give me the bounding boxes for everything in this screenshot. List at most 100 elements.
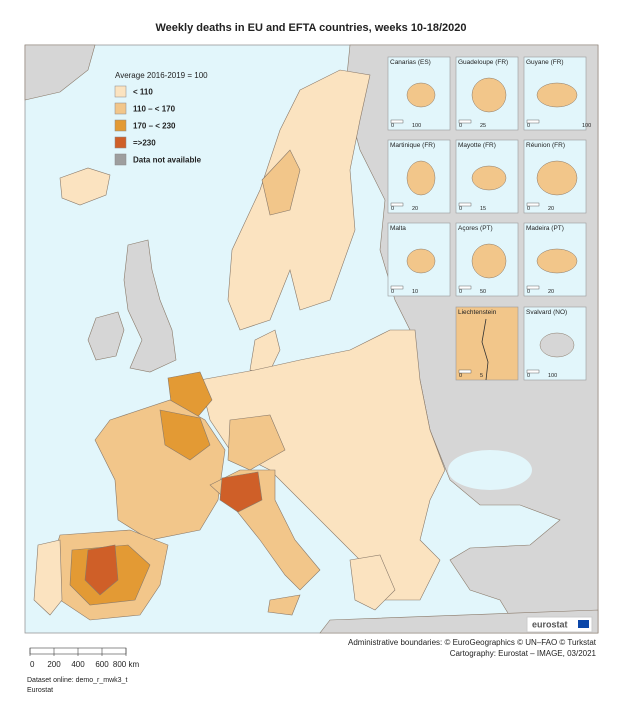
- great-britain: [123, 239, 177, 373]
- boundaries-credit: Administrative boundaries: © EuroGeograp…: [348, 638, 597, 647]
- inset-land: [536, 82, 578, 108]
- inset: Guadeloupe (FR) 0 25: [455, 56, 519, 131]
- inset-scale-label: 0: [391, 289, 394, 295]
- scale-label: 600: [95, 660, 109, 669]
- eu-flag: [578, 620, 589, 628]
- legend-swatch: [114, 119, 127, 132]
- legend: Average 2016-2019 = 100 < 110 110 – < 170…: [114, 71, 208, 166]
- inset-scale-label: 50: [480, 289, 486, 295]
- inset-scale-label: 0: [527, 289, 530, 295]
- inset-name: Canarias (ES): [390, 59, 431, 66]
- greece: [349, 554, 396, 611]
- inset-land: [536, 248, 578, 274]
- inset: Liechtenstein 0 5: [455, 306, 519, 381]
- inset-name: Malta: [390, 225, 406, 232]
- inset-scale: [526, 285, 540, 290]
- inset-name: Mayotte (FR): [458, 142, 496, 149]
- legend-swatch: [114, 153, 127, 166]
- greenland: [24, 44, 96, 101]
- inset: Canarias (ES) 0 100: [387, 56, 451, 131]
- inset-scale: [526, 202, 540, 207]
- inset: Mayotte (FR) 0 15: [455, 139, 519, 214]
- inset: Martinique (FR) 0 20: [387, 139, 451, 214]
- inset: Svalvard (NO) 0 100: [523, 306, 587, 381]
- inset-land: [406, 82, 436, 108]
- inset-scale: [458, 285, 472, 290]
- sweden-north: [261, 149, 301, 216]
- logo: eurostat: [532, 620, 568, 630]
- sicily: [267, 594, 301, 616]
- map-title: Weekly deaths in EU and EFTA countries, …: [156, 22, 467, 34]
- france-northeast: [159, 409, 211, 461]
- inset-scale-label: 5: [480, 373, 483, 379]
- inset-scale-label: 0: [459, 123, 462, 129]
- inset-land: [536, 160, 578, 196]
- legend-label: Data not available: [133, 156, 202, 165]
- inset: Réunion (FR) 0 20: [523, 139, 587, 214]
- inset-name: Réunion (FR): [526, 142, 565, 149]
- inset-scale-label: 20: [548, 206, 554, 212]
- scandinavia: [227, 69, 371, 331]
- inset-name: Liechtenstein: [458, 309, 497, 316]
- source-note: Eurostat: [27, 687, 53, 694]
- inset-scale: [458, 369, 472, 374]
- inset-name: Svalvard (NO): [526, 309, 567, 316]
- inset-frame: [523, 306, 587, 381]
- inset-scale-label: 20: [548, 289, 554, 295]
- inset: Guyane (FR) 0 100: [523, 56, 591, 131]
- legend-swatch: [114, 136, 127, 149]
- inset-scale: [458, 202, 472, 207]
- legend-title: Average 2016-2019 = 100: [115, 71, 208, 80]
- scale-label: 0: [30, 660, 35, 669]
- scale-label: 400: [71, 660, 85, 669]
- inset-scale-label: 10: [412, 289, 418, 295]
- scale-bar: 0 200 400 600 800 km: [29, 647, 140, 669]
- italy-north: [219, 471, 263, 513]
- central-eastern-europe: [199, 329, 446, 601]
- inset-scale-label: 0: [527, 373, 530, 379]
- inset: Madeira (PT) 0 20: [523, 222, 587, 297]
- inset-scale: [526, 119, 540, 124]
- iceland: [59, 167, 111, 206]
- inset-land: [406, 160, 436, 196]
- inset-scale: [526, 369, 540, 374]
- inset-scale-label: 0: [527, 206, 530, 212]
- inset: Malta 0 10: [387, 222, 451, 297]
- inset-scale-label: 0: [527, 123, 530, 129]
- inset-scale: [390, 119, 404, 124]
- scale-label: 800 km: [113, 660, 140, 669]
- logo-box: [526, 616, 593, 633]
- ireland: [87, 311, 125, 361]
- inset-name: Martinique (FR): [390, 142, 435, 149]
- inset-scale-label: 20: [412, 206, 418, 212]
- inset-scale-label: 0: [459, 289, 462, 295]
- inset-land: [406, 248, 436, 274]
- inset-scale-label: 0: [391, 206, 394, 212]
- inset-scale-label: 0: [391, 123, 394, 129]
- inset-land: [539, 332, 575, 358]
- spain-madrid: [84, 544, 119, 596]
- germany-south: [227, 414, 286, 471]
- inset-land: [471, 243, 507, 279]
- inset-scale-label: 0: [459, 373, 462, 379]
- black-sea: [448, 450, 532, 490]
- inset-scale-label: 0: [459, 206, 462, 212]
- legend-label: =>230: [133, 139, 156, 148]
- inset: Açores (PT) 0 50: [455, 222, 519, 297]
- legend-label: < 110: [133, 88, 153, 97]
- inset-name: Guyane (FR): [526, 59, 564, 66]
- inset-name: Guadeloupe (FR): [458, 59, 508, 66]
- scale-label: 200: [47, 660, 61, 669]
- inset-scale-label: 100: [412, 123, 421, 129]
- inset-scale: [458, 119, 472, 124]
- inset-land: [471, 165, 507, 191]
- inset-scale-label: 25: [480, 123, 486, 129]
- inset-scale: [390, 202, 404, 207]
- legend-label: 170 – < 230: [133, 122, 176, 131]
- inset-scale-label: 15: [480, 206, 486, 212]
- inset-land: [471, 77, 507, 113]
- denmark: [249, 329, 281, 376]
- inset-name: Madeira (PT): [526, 225, 564, 232]
